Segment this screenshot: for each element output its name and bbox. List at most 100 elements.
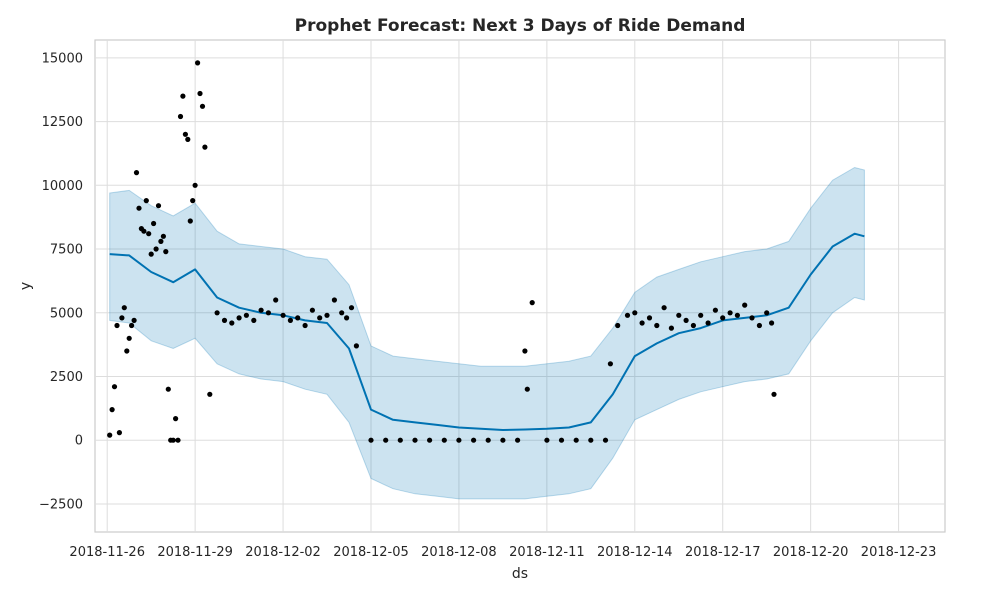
y-tick-label: 12500: [42, 115, 83, 130]
observed-point: [683, 317, 689, 323]
observed-point: [348, 305, 355, 311]
observed-point: [661, 305, 667, 311]
observed-point: [544, 437, 550, 443]
observed-point: [302, 322, 308, 329]
observed-point: [471, 437, 477, 443]
observed-point: [136, 205, 142, 211]
observed-point: [197, 90, 203, 97]
x-tick-label: 2018-11-29: [157, 545, 233, 560]
observed-point: [229, 320, 235, 326]
observed-point: [187, 218, 193, 224]
observed-point: [287, 317, 293, 323]
observed-point: [280, 312, 286, 318]
observed-point: [116, 430, 122, 436]
y-tick-label: 7500: [50, 243, 83, 258]
uncertainty-band: [109, 166, 865, 500]
observed-point: [339, 310, 345, 316]
observed-point: [764, 310, 770, 316]
observed-point: [173, 416, 179, 422]
observed-point: [192, 182, 198, 188]
x-tick-label: 2018-11-26: [69, 545, 145, 560]
observed-point: [258, 307, 264, 313]
observed-point: [344, 315, 350, 321]
observed-point: [131, 317, 137, 323]
observed-point: [121, 305, 127, 311]
observed-point: [207, 391, 213, 397]
x-tick-labels: 2018-11-26 2018-11-29 2018-12-02 2018-12-05…: [69, 545, 936, 560]
observed-point: [177, 113, 184, 120]
observed-point: [515, 437, 521, 443]
observed-point: [397, 437, 403, 443]
observed-point: [199, 103, 206, 109]
observed-point: [160, 233, 166, 239]
chart-title: Prophet Forecast: Next 3 Days of Ride De…: [295, 16, 746, 36]
observed-point: [690, 322, 697, 329]
x-tick-label: 2018-12-05: [333, 545, 409, 560]
x-tick-label: 2018-12-23: [861, 545, 937, 560]
forecast-line-layer: [109, 232, 865, 431]
observed-point: [119, 315, 125, 321]
observed-point: [295, 315, 301, 321]
observed-point: [180, 93, 186, 99]
observed-point: [214, 310, 220, 316]
y-tick-label: 0: [75, 434, 83, 449]
observed-point: [309, 307, 315, 313]
observed-point: [155, 203, 162, 209]
observed-point: [524, 386, 530, 392]
observed-point: [107, 432, 113, 438]
observed-point: [251, 317, 257, 323]
observed-point: [412, 437, 418, 443]
observed-point: [146, 231, 152, 237]
observed-point: [720, 315, 726, 321]
observed-point: [129, 322, 135, 329]
observed-point: [607, 361, 614, 367]
observed-point: [111, 384, 118, 390]
observed-point: [243, 312, 249, 318]
y-axis-label: y: [18, 282, 34, 290]
observed-point: [712, 307, 719, 313]
observed-point: [124, 348, 130, 354]
observed-point: [588, 437, 594, 443]
observed-point: [202, 144, 208, 150]
y-tick-label: 10000: [42, 179, 83, 194]
observed-point: [646, 315, 653, 321]
y-tick-label: 5000: [50, 306, 83, 321]
observed-point: [353, 343, 359, 349]
observed-point: [573, 437, 579, 443]
observed-point: [195, 60, 201, 66]
y-tick-labels: 15000 12500 10000 7500 5000 2500 0 −2500: [39, 51, 83, 512]
observed-point: [383, 437, 389, 443]
observed-point: [558, 437, 565, 443]
observed-point: [639, 320, 645, 326]
observed-point: [158, 238, 164, 244]
observed-point: [165, 386, 171, 392]
x-tick-label: 2018-12-14: [597, 545, 673, 560]
observed-point: [668, 325, 675, 331]
observed-point: [133, 170, 140, 176]
observed-point: [126, 335, 132, 341]
observed-point: [331, 297, 337, 303]
observed-points-layer: [107, 60, 777, 443]
observed-point: [368, 437, 374, 443]
observed-point: [756, 322, 763, 329]
y-tick-label: 15000: [42, 51, 83, 66]
observed-point: [153, 246, 159, 252]
observed-point: [771, 391, 777, 397]
observed-point: [456, 437, 462, 443]
observed-point: [317, 315, 323, 321]
observed-point: [427, 437, 433, 443]
observed-point: [170, 437, 176, 443]
y-tick-label: −2500: [39, 497, 83, 512]
observed-point: [529, 300, 535, 306]
x-tick-label: 2018-12-02: [245, 545, 321, 560]
observed-point: [221, 317, 228, 323]
observed-point: [148, 251, 154, 257]
observed-point: [185, 136, 191, 142]
observed-point: [114, 322, 120, 329]
observed-point: [190, 198, 196, 204]
observed-point: [632, 310, 638, 316]
grid-lines: [95, 40, 945, 532]
observed-point: [141, 228, 147, 234]
